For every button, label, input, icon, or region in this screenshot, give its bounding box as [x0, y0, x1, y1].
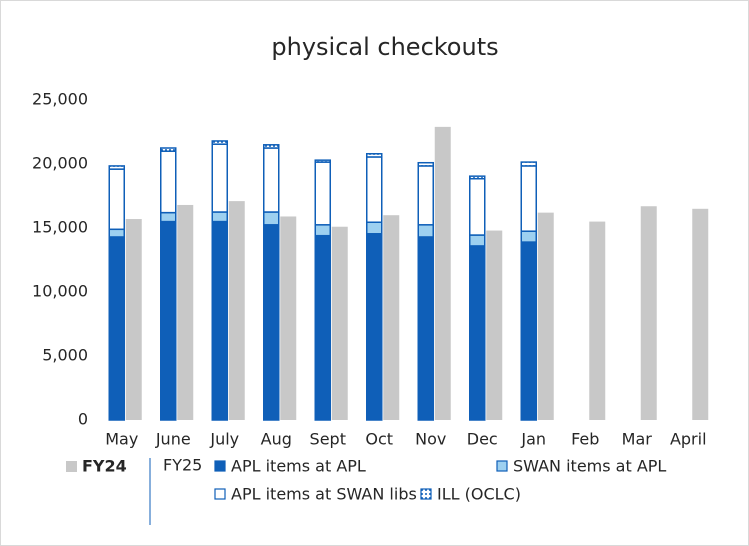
- y-tick-label: 20,000: [32, 154, 88, 173]
- bar-segment: [108, 236, 125, 421]
- legend-label: SWAN items at APL: [513, 457, 666, 476]
- bar: [280, 216, 297, 420]
- x-tick-label: Aug: [261, 430, 292, 449]
- bar-segment: [160, 147, 177, 152]
- bar: [434, 126, 451, 420]
- y-tick-label: 25,000: [32, 90, 88, 109]
- bar-segment: [108, 168, 125, 231]
- chart-title: physical checkouts: [271, 33, 498, 61]
- bar-segment: [366, 221, 383, 235]
- bar-segment: [211, 211, 228, 223]
- legend-label: ILL (OCLC): [437, 485, 521, 504]
- legend-label: APL items at SWAN libs: [231, 485, 417, 504]
- bar-segment: [263, 211, 280, 226]
- legend-swatch: [214, 488, 226, 500]
- bar-segment: [314, 234, 331, 421]
- bar-segment: [263, 144, 280, 149]
- y-tick-label: 5,000: [42, 346, 88, 365]
- x-tick-label: June: [155, 430, 191, 449]
- x-tick-label: Oct: [365, 430, 393, 449]
- bar-segment: [160, 211, 177, 223]
- legend-swatch: [66, 461, 77, 472]
- bar-segment: [211, 143, 228, 213]
- x-tick-label: Feb: [571, 430, 599, 449]
- bar-segment: [160, 220, 177, 421]
- bar: [537, 212, 554, 420]
- bar: [228, 201, 245, 420]
- bar-segment: [108, 165, 125, 170]
- bar-segment: [366, 156, 383, 223]
- bar: [486, 230, 503, 420]
- y-tick-label: 15,000: [32, 218, 88, 237]
- bar: [589, 221, 606, 420]
- x-tick-label: Jan: [520, 430, 546, 449]
- bar-segment: [211, 220, 228, 421]
- bar: [177, 204, 194, 420]
- bar: [125, 219, 142, 420]
- y-tick-label: 0: [78, 410, 88, 429]
- bar-segment: [520, 161, 537, 167]
- y-tick-label: 10,000: [32, 282, 88, 301]
- bar-segment: [108, 228, 125, 238]
- bar: [692, 208, 709, 420]
- bar-segment: [314, 159, 331, 163]
- bar: [331, 226, 348, 420]
- bar-segment: [520, 165, 537, 232]
- bar: [383, 215, 400, 420]
- bar-segment: [314, 161, 331, 226]
- x-tick-label: May: [105, 430, 138, 449]
- bar-segment: [520, 241, 537, 421]
- bar: [640, 206, 657, 420]
- legend-swatch: [420, 488, 432, 500]
- bar-segment: [211, 140, 228, 145]
- bar-segment: [417, 165, 434, 226]
- bar-segment: [314, 224, 331, 237]
- bar-segment: [263, 224, 280, 421]
- legend-label: FY24: [82, 457, 127, 476]
- x-tick-label: April: [670, 430, 707, 449]
- x-tick-label: July: [209, 430, 239, 449]
- x-tick-label: Dec: [467, 430, 498, 449]
- x-tick-label: Sept: [310, 430, 346, 449]
- legend-swatch: [496, 460, 508, 472]
- bar-segment: [160, 150, 177, 214]
- bar-segment: [469, 177, 486, 236]
- bar-segment: [469, 175, 486, 180]
- bar-segment: [520, 230, 537, 243]
- x-tick-label: Mar: [622, 430, 653, 449]
- bar-segment: [417, 161, 434, 167]
- x-tick-label: Nov: [415, 430, 446, 449]
- bar-segment: [417, 236, 434, 421]
- bar-segment: [469, 245, 486, 421]
- bar-segment: [263, 147, 280, 213]
- legend-label: APL items at APL: [231, 457, 366, 476]
- bar-segment: [366, 153, 383, 158]
- legend-group-label: FY25: [163, 456, 202, 475]
- bar-segment: [417, 224, 434, 238]
- legend-swatch: [214, 460, 226, 472]
- bar-segment: [469, 234, 486, 247]
- bar-segment: [366, 233, 383, 421]
